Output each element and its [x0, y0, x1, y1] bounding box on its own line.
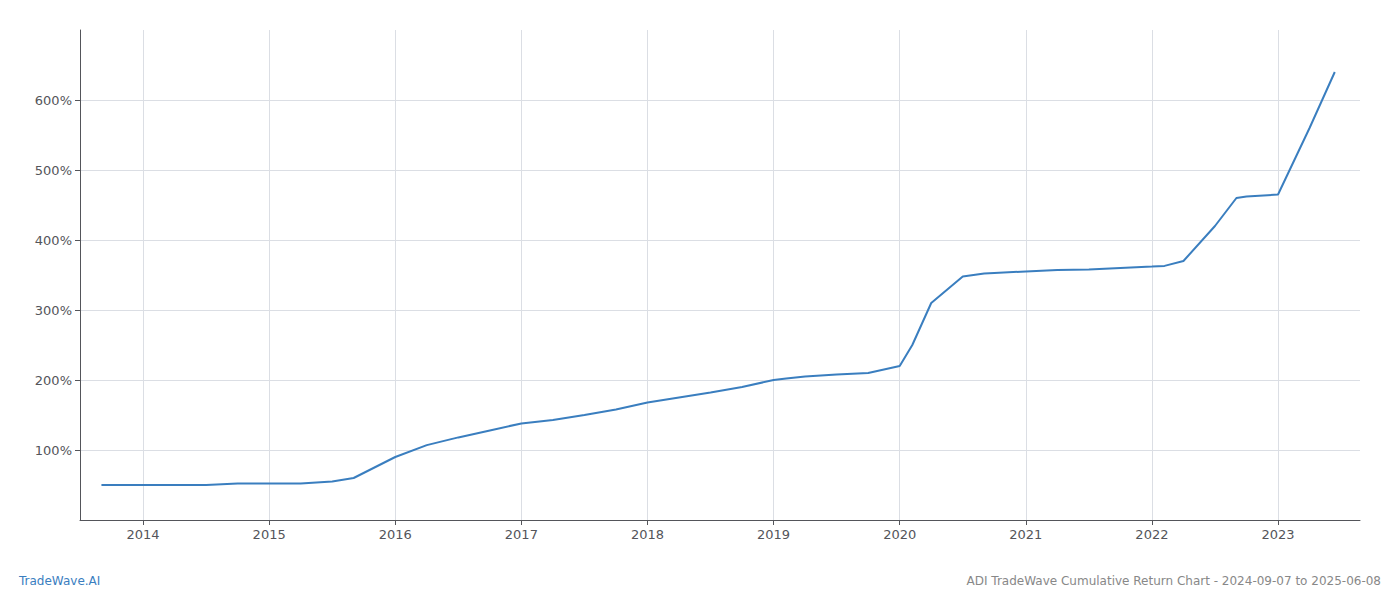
svg-text:2018: 2018 — [631, 527, 664, 542]
svg-text:400%: 400% — [35, 233, 72, 248]
svg-text:ADI TradeWave Cumulative Retur: ADI TradeWave Cumulative Return Chart - … — [967, 574, 1381, 588]
svg-text:300%: 300% — [35, 303, 72, 318]
svg-text:500%: 500% — [35, 163, 72, 178]
svg-text:2019: 2019 — [757, 527, 790, 542]
svg-text:2023: 2023 — [1261, 527, 1294, 542]
svg-text:2015: 2015 — [253, 527, 286, 542]
svg-text:2020: 2020 — [883, 527, 916, 542]
svg-text:2022: 2022 — [1135, 527, 1168, 542]
svg-text:TradeWave.AI: TradeWave.AI — [18, 574, 100, 588]
svg-text:2017: 2017 — [505, 527, 538, 542]
svg-text:100%: 100% — [35, 443, 72, 458]
svg-text:2021: 2021 — [1009, 527, 1042, 542]
svg-text:2014: 2014 — [127, 527, 160, 542]
svg-text:200%: 200% — [35, 373, 72, 388]
svg-text:2016: 2016 — [379, 527, 412, 542]
svg-text:600%: 600% — [35, 93, 72, 108]
